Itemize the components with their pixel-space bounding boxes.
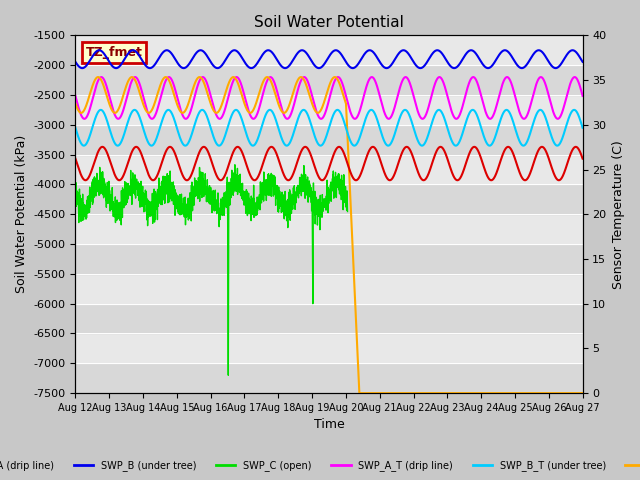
Bar: [76, 363, 582, 393]
Bar: [76, 244, 582, 274]
Bar: [76, 36, 582, 65]
Bar: [76, 304, 582, 334]
Bar: [76, 125, 582, 155]
Y-axis label: Sensor Temperature (C): Sensor Temperature (C): [612, 140, 625, 288]
Bar: [76, 65, 582, 95]
Bar: [76, 274, 582, 304]
Bar: [76, 155, 582, 184]
Bar: [76, 334, 582, 363]
Bar: [76, 95, 582, 125]
Bar: [76, 214, 582, 244]
Bar: [76, 184, 582, 214]
Legend: SWP_A (drip line), SWP_B (under tree), SWP_C (open), SWP_A_T (drip line), SWP_B_: SWP_A (drip line), SWP_B (under tree), S…: [0, 456, 640, 475]
Text: TZ_fmet: TZ_fmet: [86, 46, 143, 59]
Title: Soil Water Potential: Soil Water Potential: [254, 15, 404, 30]
Y-axis label: Soil Water Potential (kPa): Soil Water Potential (kPa): [15, 135, 28, 293]
X-axis label: Time: Time: [314, 419, 344, 432]
